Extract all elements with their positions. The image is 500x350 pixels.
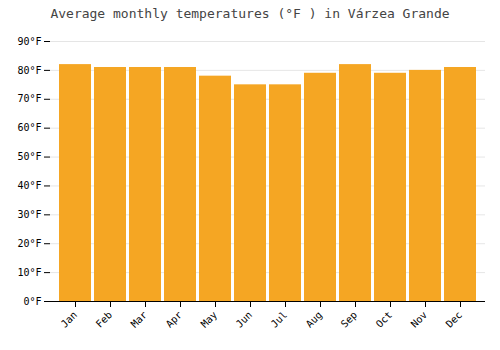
html-text:Average monthly temperatures (: Average monthly temperatures (°F ) in Vá… xyxy=(50,6,450,21)
svg-text:40°F: 40°F xyxy=(17,180,41,191)
svg-text:90°F: 90°F xyxy=(17,36,41,47)
svg-text:Apr: Apr xyxy=(164,309,185,330)
svg-text:60°F: 60°F xyxy=(17,122,41,133)
svg-text:Jun: Jun xyxy=(234,309,255,330)
svg-text:Dec: Dec xyxy=(444,309,465,330)
svg-text:Nov: Nov xyxy=(409,309,430,330)
svg-text:70°F: 70°F xyxy=(17,93,41,104)
svg-text:Aug: Aug xyxy=(304,309,325,330)
svg-text:10°F: 10°F xyxy=(17,267,41,278)
svg-text:0°F: 0°F xyxy=(23,296,41,307)
svg-text:50°F: 50°F xyxy=(17,151,41,162)
svg-text:80°F: 80°F xyxy=(17,65,41,76)
svg-text:Jul: Jul xyxy=(269,309,290,330)
svg-text:Oct: Oct xyxy=(374,309,395,330)
svg-text:Mar: Mar xyxy=(129,309,150,330)
svg-text:Feb: Feb xyxy=(94,309,115,330)
svg-text:20°F: 20°F xyxy=(17,238,41,249)
svg-text:May: May xyxy=(199,309,220,330)
svg-text:Jan: Jan xyxy=(59,309,80,330)
svg-text:Sep: Sep xyxy=(339,309,360,330)
svg-text:30°F: 30°F xyxy=(17,209,41,220)
